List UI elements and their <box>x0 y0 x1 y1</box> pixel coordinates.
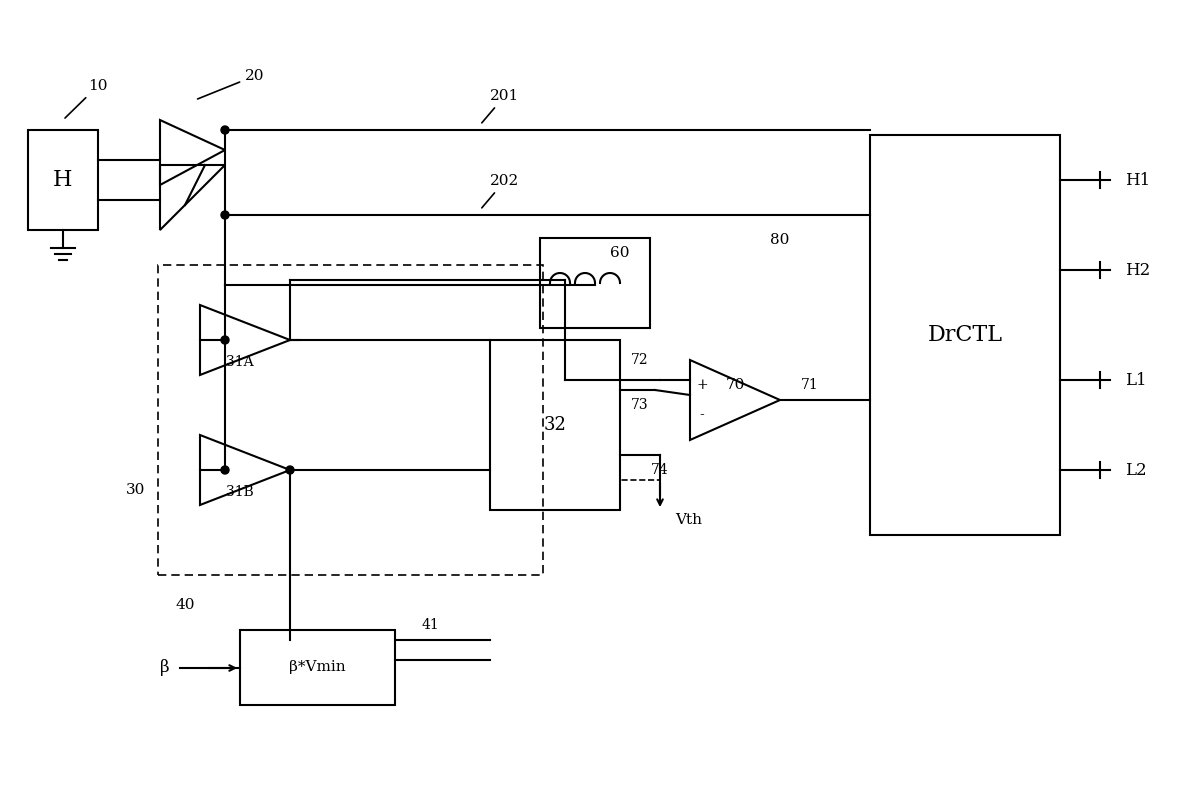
Text: 201: 201 <box>482 89 519 123</box>
Text: DrCTL: DrCTL <box>928 324 1002 346</box>
Text: 80: 80 <box>770 233 790 247</box>
Bar <box>870 135 1060 535</box>
Text: 32: 32 <box>543 416 566 434</box>
Text: H1: H1 <box>1125 171 1150 189</box>
Text: H: H <box>53 169 73 191</box>
Bar <box>155 280 546 570</box>
Text: 31A: 31A <box>227 355 254 369</box>
Text: 40: 40 <box>175 598 195 612</box>
Bar <box>540 238 650 328</box>
Text: L2: L2 <box>1125 462 1146 478</box>
Text: 20: 20 <box>198 69 265 99</box>
Text: β: β <box>161 660 170 676</box>
Text: 71: 71 <box>801 378 819 392</box>
Circle shape <box>287 466 294 474</box>
Text: 72: 72 <box>631 353 649 367</box>
Bar <box>240 630 394 705</box>
Text: H2: H2 <box>1125 261 1150 279</box>
Text: 73: 73 <box>631 398 649 412</box>
Text: Vth: Vth <box>675 513 701 527</box>
Bar <box>28 130 98 230</box>
Text: L1: L1 <box>1125 372 1146 388</box>
Text: -: - <box>700 408 704 422</box>
Circle shape <box>221 126 229 134</box>
Text: 74: 74 <box>651 463 669 477</box>
Circle shape <box>221 466 229 474</box>
Text: 10: 10 <box>65 79 108 118</box>
Text: β*Vmin: β*Vmin <box>289 660 345 674</box>
Text: 30: 30 <box>126 483 145 497</box>
Circle shape <box>221 336 229 344</box>
Circle shape <box>221 211 229 219</box>
Text: 60: 60 <box>610 246 629 260</box>
Text: 31B: 31B <box>227 485 254 499</box>
Text: 41: 41 <box>421 618 439 632</box>
Text: +: + <box>697 378 707 392</box>
Bar <box>158 265 543 575</box>
Bar <box>490 340 620 510</box>
Text: 70: 70 <box>725 378 745 392</box>
Text: 202: 202 <box>482 174 519 208</box>
